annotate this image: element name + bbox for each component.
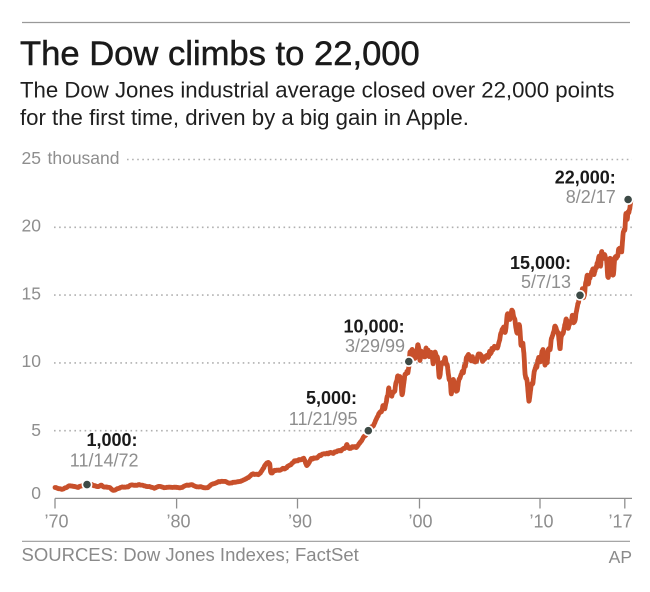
svg-text:15,000:: 15,000: bbox=[510, 253, 571, 273]
svg-text:5,000:: 5,000: bbox=[306, 388, 357, 408]
svg-text:5: 5 bbox=[31, 420, 41, 440]
svg-text:’00: ’00 bbox=[408, 512, 432, 532]
svg-text:22,000:: 22,000: bbox=[555, 168, 616, 188]
svg-text:AP: AP bbox=[609, 547, 632, 567]
svg-text:0: 0 bbox=[31, 483, 41, 503]
svg-text:5/7/13: 5/7/13 bbox=[521, 272, 571, 292]
svg-text:SOURCES: Dow Jones Indexes; Fa: SOURCES: Dow Jones Indexes; FactSet bbox=[22, 544, 359, 565]
svg-text:3/29/99: 3/29/99 bbox=[345, 336, 405, 356]
svg-text:’90: ’90 bbox=[288, 512, 312, 532]
svg-text:11/21/95: 11/21/95 bbox=[289, 409, 358, 429]
svg-text:11/14/72: 11/14/72 bbox=[70, 451, 139, 471]
svg-text:20: 20 bbox=[22, 216, 42, 236]
svg-text:’80: ’80 bbox=[166, 512, 190, 532]
svg-text:1,000:: 1,000: bbox=[86, 430, 137, 450]
svg-text:The Dow Jones industrial avera: The Dow Jones industrial average closed … bbox=[20, 77, 614, 102]
svg-text:8/2/17: 8/2/17 bbox=[566, 187, 616, 207]
svg-text:25: 25 bbox=[22, 148, 41, 168]
svg-text:thousand: thousand bbox=[48, 148, 120, 168]
svg-text:10: 10 bbox=[22, 351, 42, 371]
svg-text:’10: ’10 bbox=[529, 512, 553, 532]
svg-text:’17: ’17 bbox=[608, 512, 632, 532]
svg-text:10,000:: 10,000: bbox=[344, 317, 405, 337]
svg-text:for the first time, driven by: for the first time, driven by a big gain… bbox=[20, 105, 469, 130]
svg-text:’70: ’70 bbox=[44, 512, 68, 532]
svg-text:The Dow climbs to 22,000: The Dow climbs to 22,000 bbox=[20, 35, 420, 73]
svg-text:15: 15 bbox=[22, 283, 41, 303]
